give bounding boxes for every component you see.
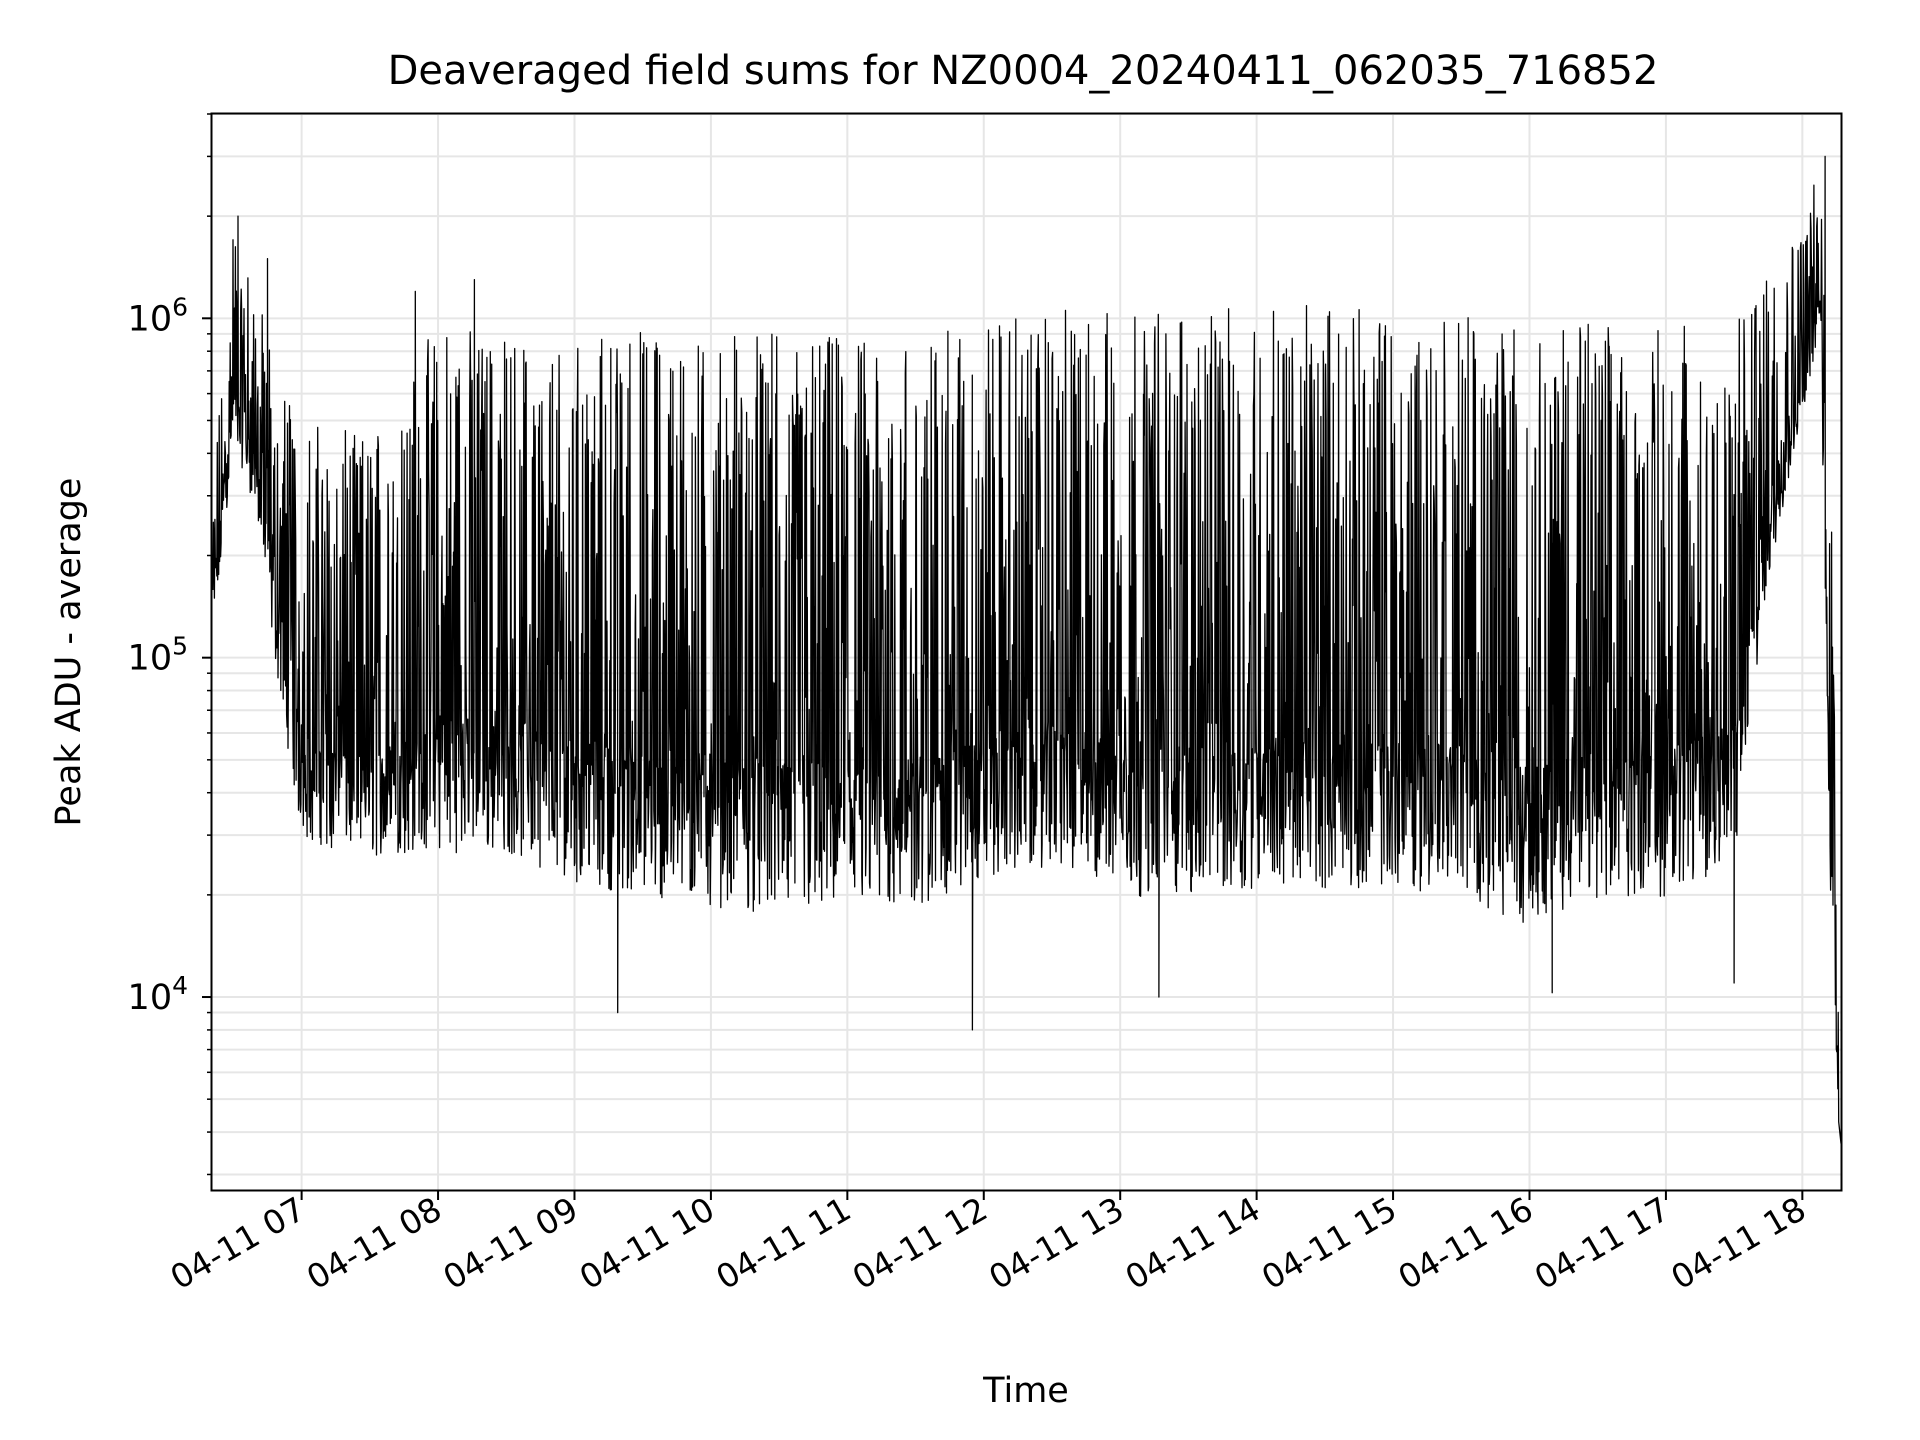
plot-area-frame (210, 112, 1843, 1192)
x-axis-label: Time (982, 1371, 1069, 1411)
y-tick-label-exponent: 4 (172, 971, 188, 1000)
y-tick-label: 105 (128, 632, 188, 679)
y-tick-label-exponent: 5 (172, 632, 188, 661)
series-line (212, 155, 1842, 1144)
y-tick-label-exponent: 6 (172, 292, 188, 321)
y-tick-label: 104 (128, 971, 188, 1018)
y-tick-label-base: 10 (128, 978, 173, 1018)
y-tick-label-base: 10 (128, 299, 173, 339)
chart-title: Deaveraged field sums for NZ0004_2024041… (388, 48, 1659, 94)
y-tick-label: 106 (128, 292, 188, 339)
y-axis-label: Peak ADU - average (49, 478, 89, 827)
series-path (212, 155, 1842, 1144)
grid (212, 113, 1841, 1190)
y-tick-label-base: 10 (128, 639, 173, 679)
